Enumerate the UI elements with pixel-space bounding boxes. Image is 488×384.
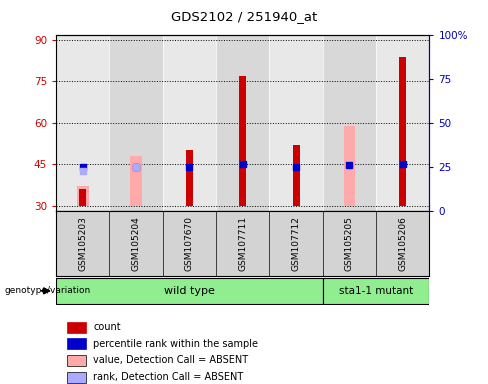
Bar — [67, 372, 86, 382]
Bar — [130, 156, 142, 206]
Text: GSM107712: GSM107712 — [292, 217, 301, 271]
Bar — [216, 35, 269, 211]
Bar — [56, 35, 109, 211]
Text: GSM105203: GSM105203 — [78, 217, 87, 271]
Text: GSM105205: GSM105205 — [345, 217, 354, 271]
Text: value, Detection Call = ABSENT: value, Detection Call = ABSENT — [94, 356, 248, 366]
Text: genotype/variation: genotype/variation — [5, 286, 91, 295]
Text: sta1-1 mutant: sta1-1 mutant — [339, 286, 413, 296]
Text: count: count — [94, 322, 121, 332]
Text: GSM105206: GSM105206 — [398, 217, 407, 271]
Bar — [269, 35, 323, 211]
Text: GSM107670: GSM107670 — [185, 216, 194, 271]
Bar — [186, 151, 193, 206]
FancyBboxPatch shape — [323, 278, 429, 304]
FancyBboxPatch shape — [56, 278, 323, 304]
Bar — [293, 145, 300, 206]
Bar — [344, 126, 355, 206]
Text: wild type: wild type — [164, 286, 215, 296]
Bar — [80, 189, 86, 206]
Bar — [399, 57, 406, 206]
Bar — [376, 35, 429, 211]
Bar — [109, 35, 163, 211]
Text: GDS2102 / 251940_at: GDS2102 / 251940_at — [171, 10, 317, 23]
Bar — [77, 186, 89, 206]
Text: percentile rank within the sample: percentile rank within the sample — [94, 339, 259, 349]
Bar — [67, 355, 86, 366]
Text: GSM105204: GSM105204 — [132, 217, 141, 271]
Bar — [239, 76, 246, 206]
Bar — [163, 35, 216, 211]
Text: GSM107711: GSM107711 — [238, 216, 247, 271]
Bar — [323, 35, 376, 211]
Bar — [67, 322, 86, 333]
Text: rank, Detection Call = ABSENT: rank, Detection Call = ABSENT — [94, 372, 244, 382]
Bar — [67, 338, 86, 349]
